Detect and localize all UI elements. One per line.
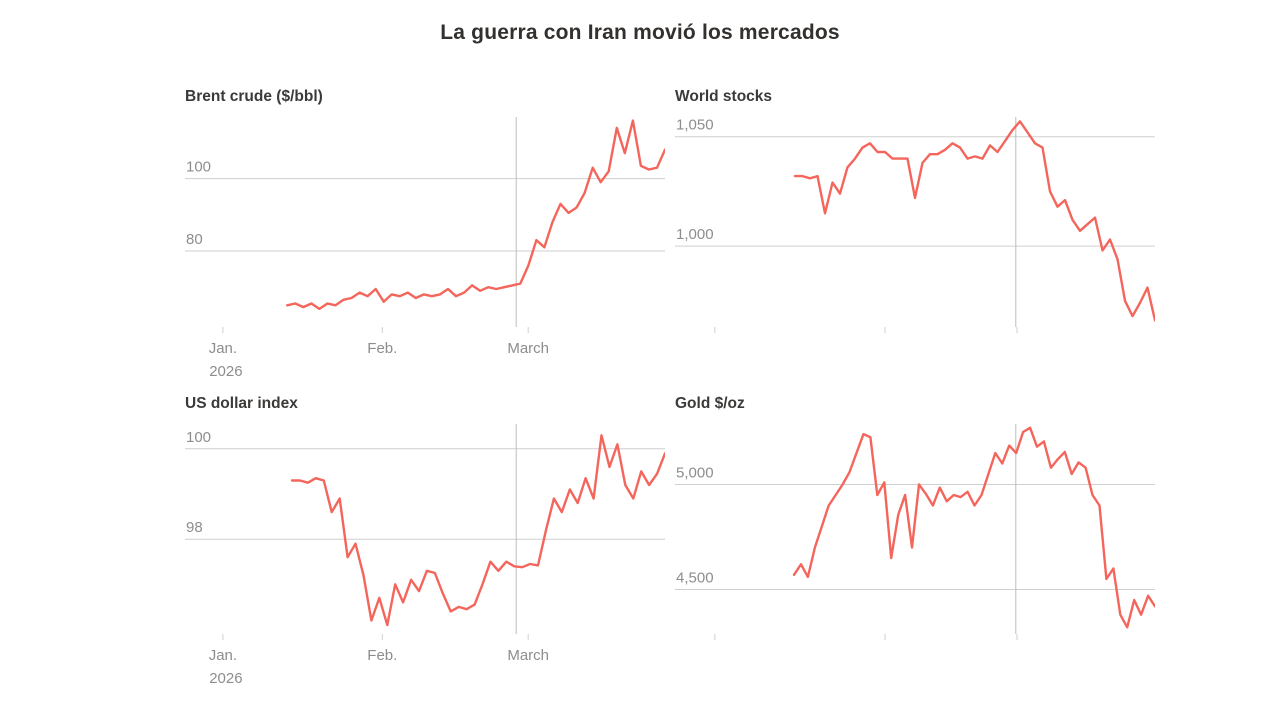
chart-canvas: 1,050 1,000 <box>675 117 1157 333</box>
y-axis-label: 98 <box>186 519 203 536</box>
x-axis-sublabel: 2026 <box>209 363 242 380</box>
chart-title: World stocks <box>675 88 773 105</box>
series-line <box>793 120 1157 322</box>
x-axis-label: March <box>507 340 549 357</box>
y-axis-label: 100 <box>186 429 211 446</box>
chart-canvas: 100 98 Jan. 2026 Feb. March <box>185 424 667 687</box>
y-axis-label: 5,000 <box>676 465 714 482</box>
y-axis-label: 80 <box>186 231 203 248</box>
chart-gold: Gold $/oz 5,000 4,500 <box>675 395 1157 653</box>
x-axis-label: Jan. <box>209 647 237 664</box>
chart-canvas: 100 80 Jan. 2026 Feb. March <box>185 117 667 380</box>
x-axis-label: Feb. <box>367 340 397 357</box>
x-axis-label: March <box>507 647 549 664</box>
page-title: La guerra con Iran movió los mercados <box>440 21 840 44</box>
chart-canvas: 5,000 4,500 <box>675 424 1157 640</box>
y-axis-label: 100 <box>186 159 211 176</box>
chart-brent-crude: Brent crude ($/bbl) 100 80 Jan. 2026 Feb. Mar… <box>185 88 667 388</box>
chart-title: US dollar index <box>185 395 298 412</box>
series-line <box>792 426 1157 629</box>
y-axis-label: 1,000 <box>676 226 714 243</box>
chart-us-dollar-index: US dollar index 100 98 Jan. 2026 Feb. March <box>185 395 667 695</box>
chart-title: Gold $/oz <box>675 395 745 412</box>
x-axis-label: Feb. <box>367 647 397 664</box>
x-axis-label: Jan. <box>209 340 237 357</box>
series-line <box>290 434 667 627</box>
y-axis-label: 1,050 <box>676 117 714 134</box>
chart-world-stocks: World stocks 1,050 1,000 <box>675 88 1157 346</box>
x-axis-sublabel: 2026 <box>209 670 242 687</box>
series-line <box>285 119 667 311</box>
chart-title: Brent crude ($/bbl) <box>185 88 323 105</box>
y-axis-label: 4,500 <box>676 570 714 587</box>
